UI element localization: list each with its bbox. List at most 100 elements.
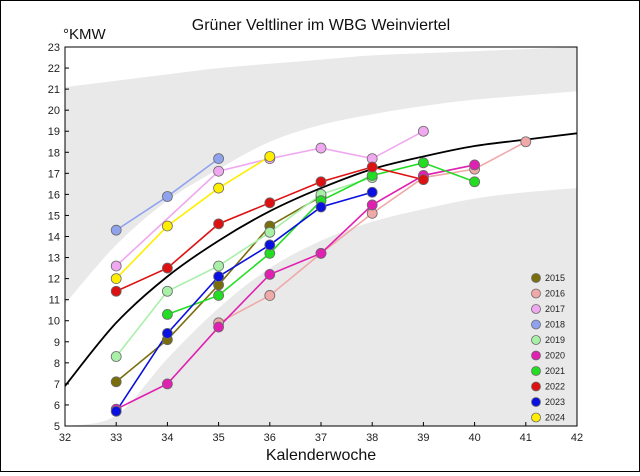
data-point-2021 [417,157,429,169]
x-tick-label: 35 [212,432,224,444]
data-point-2023 [366,186,378,198]
data-point-2018 [161,191,173,202]
y-tick-label: 14 [48,232,60,244]
legend-marker-2023 [531,397,541,407]
y-tick-label: 18 [48,147,60,159]
data-point-2017 [213,165,225,177]
legend-marker-2018 [531,319,541,330]
background-band-2 [65,188,577,426]
data-point-2022 [417,174,429,186]
legend-label-2018: 2018 [545,320,565,330]
y-tick-label: 6 [54,400,60,412]
y-tick-label: 5 [54,421,60,433]
y-tick-label: 11 [49,295,60,307]
series-layer [110,125,532,417]
series-line-2019 [115,176,373,358]
y-axis-label: °KMW [63,26,106,43]
data-point-2019 [110,351,122,362]
x-tick-label: 36 [264,432,276,444]
data-point-2022 [161,262,173,274]
legend-marker-2017 [531,304,541,314]
data-point-2019 [213,260,225,272]
background-band-1 [65,47,577,304]
data-point-2016 [264,290,276,301]
y-tick-label: 12 [48,274,60,286]
x-axis-label: Kalenderwoche [266,447,376,464]
data-point-2022 [213,218,225,230]
y-tick-label: 13 [48,253,60,265]
data-point-2020 [315,247,327,259]
data-point-2021 [213,290,225,301]
data-point-2021 [469,176,481,188]
legend-label-2023: 2023 [545,397,565,407]
legend-marker-2021 [531,366,541,376]
y-tick-label: 16 [48,189,60,201]
series-line-2023 [115,191,373,412]
legend-marker-2019 [531,335,541,345]
axes-layer: 32 33 34 35 36 37 38 39 40 41 42 5 6 7 8 9 10 11 12 13 14 15 1… [48,42,583,444]
data-point-2020 [366,199,378,211]
data-point-2023 [315,201,327,213]
legend-label-2022: 2022 [545,382,565,392]
trend-layer [65,132,577,387]
data-point-2019 [161,285,173,297]
y-tick-label: 23 [48,42,60,54]
data-point-2015 [110,376,122,388]
data-point-2017 [417,125,429,137]
data-point-2023 [161,327,173,339]
data-point-2020 [161,378,173,390]
data-point-2018 [213,153,225,164]
data-point-2023 [213,271,225,282]
legend-marker-2016 [531,288,541,299]
y-tick-label: 19 [48,126,60,138]
legend-marker-2020 [531,350,541,361]
data-point-2024 [213,182,225,194]
y-tick-label: 15 [48,210,60,222]
data-point-2023 [110,405,122,417]
x-tick-label: 37 [315,432,327,444]
legend-label-2020: 2020 [545,351,565,361]
data-point-2023 [264,239,276,251]
data-point-2020 [264,268,276,280]
series-line-2020 [115,164,475,410]
legend-marker-2015 [531,273,541,283]
x-tick-label: 40 [468,432,480,444]
band-layer [65,47,577,426]
x-tick-label: 39 [417,432,429,444]
y-tick-label: 20 [48,105,60,117]
data-point-2022 [366,161,378,173]
legend-label-2024: 2024 [545,413,565,423]
legend-marker-2024 [531,412,541,423]
series-line-2017 [115,130,424,267]
data-point-2024 [161,220,173,232]
x-tick-label: 34 [161,432,173,444]
data-point-2019 [264,226,276,238]
data-point-2016 [520,136,532,148]
data-point-2020 [213,321,225,333]
y-tick-label: 8 [54,358,60,370]
data-point-2017 [315,142,327,154]
chart-title: Grüner Veltliner im WBG Weinviertel [192,17,450,34]
data-point-2022 [110,285,122,297]
data-point-2021 [161,309,173,320]
y-tick-label: 9 [54,337,60,349]
data-point-2022 [315,176,327,188]
legend: 2015 2016 2017 2018 2019 2020 2021 2022 2023 2024 [531,273,565,423]
data-point-2024 [264,151,276,162]
y-tick-label: 10 [48,316,60,328]
legend-label-2016: 2016 [545,289,565,299]
legend-label-2021: 2021 [545,366,565,376]
y-tick-label: 7 [54,379,60,391]
data-point-2022 [264,197,276,209]
y-tick-label: 17 [48,168,60,180]
legend-label-2019: 2019 [545,335,565,345]
x-tick-label: 42 [571,432,583,444]
legend-label-2017: 2017 [545,304,565,314]
data-point-2017 [110,260,122,272]
y-tick-label: 22 [48,63,60,75]
data-point-2018 [110,224,122,236]
x-tick-label: 32 [59,432,71,444]
x-tick-label: 41 [520,432,532,444]
